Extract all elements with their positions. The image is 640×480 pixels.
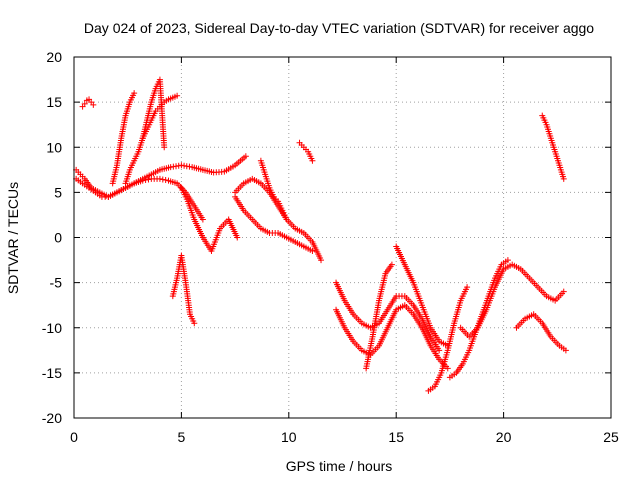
y-tick-label: 20 — [46, 49, 62, 65]
x-tick-label: 5 — [178, 429, 186, 445]
chart-title: Day 024 of 2023, Sidereal Day-to-day VTE… — [84, 20, 594, 36]
y-tick-label: -15 — [42, 365, 62, 381]
data-point — [283, 216, 290, 223]
data-point — [464, 284, 471, 291]
x-tick-label: 25 — [603, 429, 619, 445]
data-point — [318, 257, 325, 264]
series-arc-6 — [79, 96, 97, 110]
axis-ticks — [73, 56, 612, 419]
data-point — [309, 248, 316, 255]
data-point — [145, 176, 152, 183]
series-arc-15 — [363, 261, 395, 372]
data-point — [81, 100, 88, 107]
y-tick-label: 5 — [54, 184, 62, 200]
x-tick-label: 15 — [388, 429, 404, 445]
y-tick-label: 10 — [46, 139, 62, 155]
data-point — [560, 288, 567, 295]
series-arc-9 — [232, 175, 325, 264]
series-arc-14 — [333, 302, 451, 372]
series-arc-21 — [539, 112, 567, 182]
series-arc-12 — [296, 139, 316, 164]
data-point — [161, 144, 168, 151]
series-arc-19 — [457, 261, 567, 340]
data-point — [388, 261, 395, 268]
x-tick-label: 10 — [281, 429, 297, 445]
series-arc-11 — [257, 157, 290, 223]
data-point — [309, 157, 316, 164]
y-tick-label: 15 — [46, 94, 62, 110]
data-point — [504, 257, 511, 264]
data-point — [191, 320, 198, 327]
data-points — [73, 76, 569, 394]
data-point — [242, 153, 249, 160]
x-tick-label: 20 — [496, 429, 512, 445]
x-tick-labels: 0 5 10 15 20 25 — [70, 429, 619, 445]
y-tick-label: 0 — [54, 230, 62, 246]
y-tick-labels: -20 -15 -10 -5 0 5 10 15 20 — [42, 49, 62, 426]
series-arc-20 — [513, 311, 569, 354]
data-point — [131, 90, 138, 97]
series-arc-13 — [333, 279, 443, 354]
data-point — [562, 347, 569, 354]
y-tick-label: -5 — [50, 275, 63, 291]
data-point — [436, 347, 443, 354]
data-point — [199, 216, 206, 223]
series-arc-17 — [425, 284, 471, 394]
series-arc-3 — [109, 90, 138, 187]
x-axis-title: GPS time / hours — [286, 458, 393, 474]
series-arc-2 — [73, 175, 206, 223]
series-arc-5 — [139, 76, 168, 151]
data-point — [139, 177, 146, 184]
data-point — [156, 175, 163, 182]
data-point — [560, 175, 567, 182]
y-tick-label: -10 — [42, 320, 62, 336]
data-point — [174, 92, 181, 99]
series-arc-7 — [169, 252, 198, 327]
y-axis-title: SDTVAR / TECUs — [5, 182, 21, 294]
x-tick-label: 0 — [70, 429, 78, 445]
data-point — [162, 177, 169, 184]
data-point — [142, 177, 149, 184]
y-tick-label: -20 — [42, 410, 62, 426]
data-point — [90, 101, 97, 108]
data-point — [159, 176, 166, 183]
series-arc-8 — [178, 184, 241, 255]
data-point — [234, 234, 241, 241]
series-arc-10 — [232, 193, 316, 255]
data-point — [444, 365, 451, 372]
